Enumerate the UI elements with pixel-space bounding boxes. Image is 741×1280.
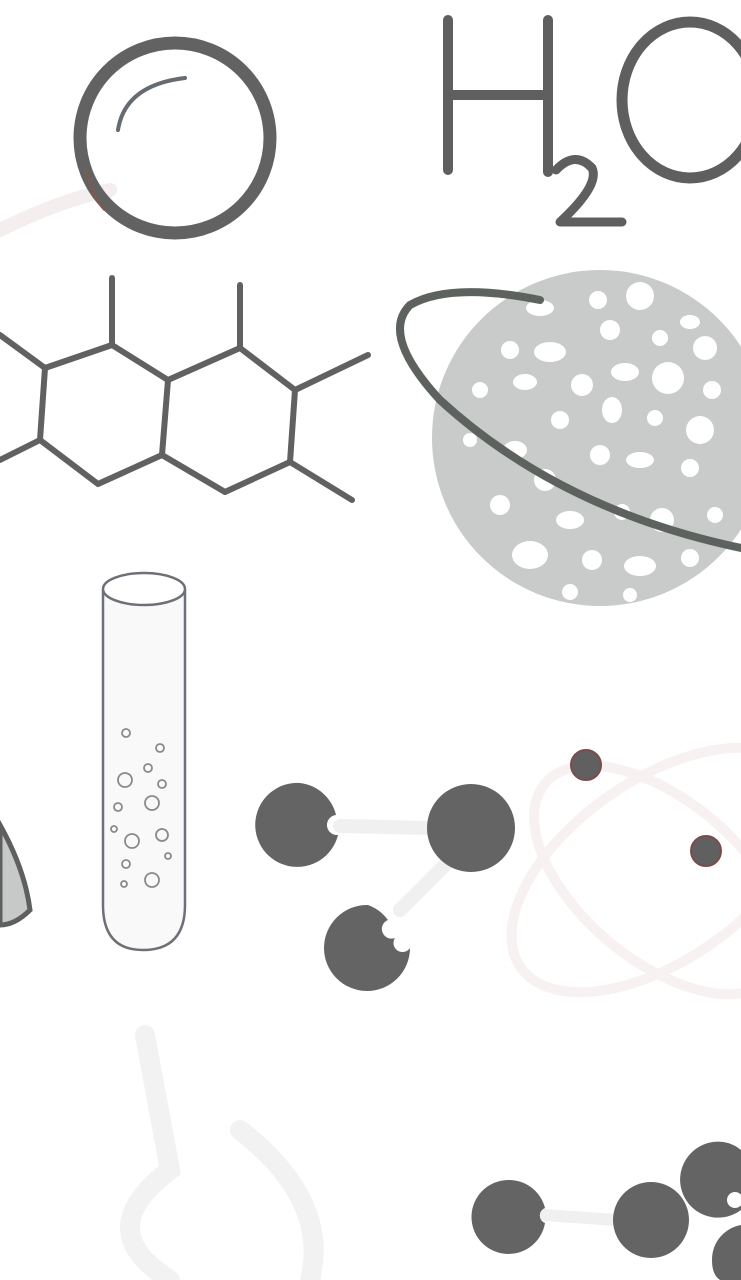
water-formula-icon: H 2 O (443, 15, 741, 227)
molecule-icon (255, 782, 515, 991)
faint-atom-icon (506, 742, 741, 1000)
atom-icon (570, 749, 722, 867)
beaker-icon (0, 819, 33, 928)
ring-icon (73, 36, 277, 240)
molecule-cluster-icon (471, 1141, 741, 1280)
faint-flask-icon (120, 1025, 324, 1280)
hexagon-molecule-icon (0, 275, 371, 503)
planet-icon (396, 270, 741, 606)
test-tube-icon (101, 571, 187, 952)
